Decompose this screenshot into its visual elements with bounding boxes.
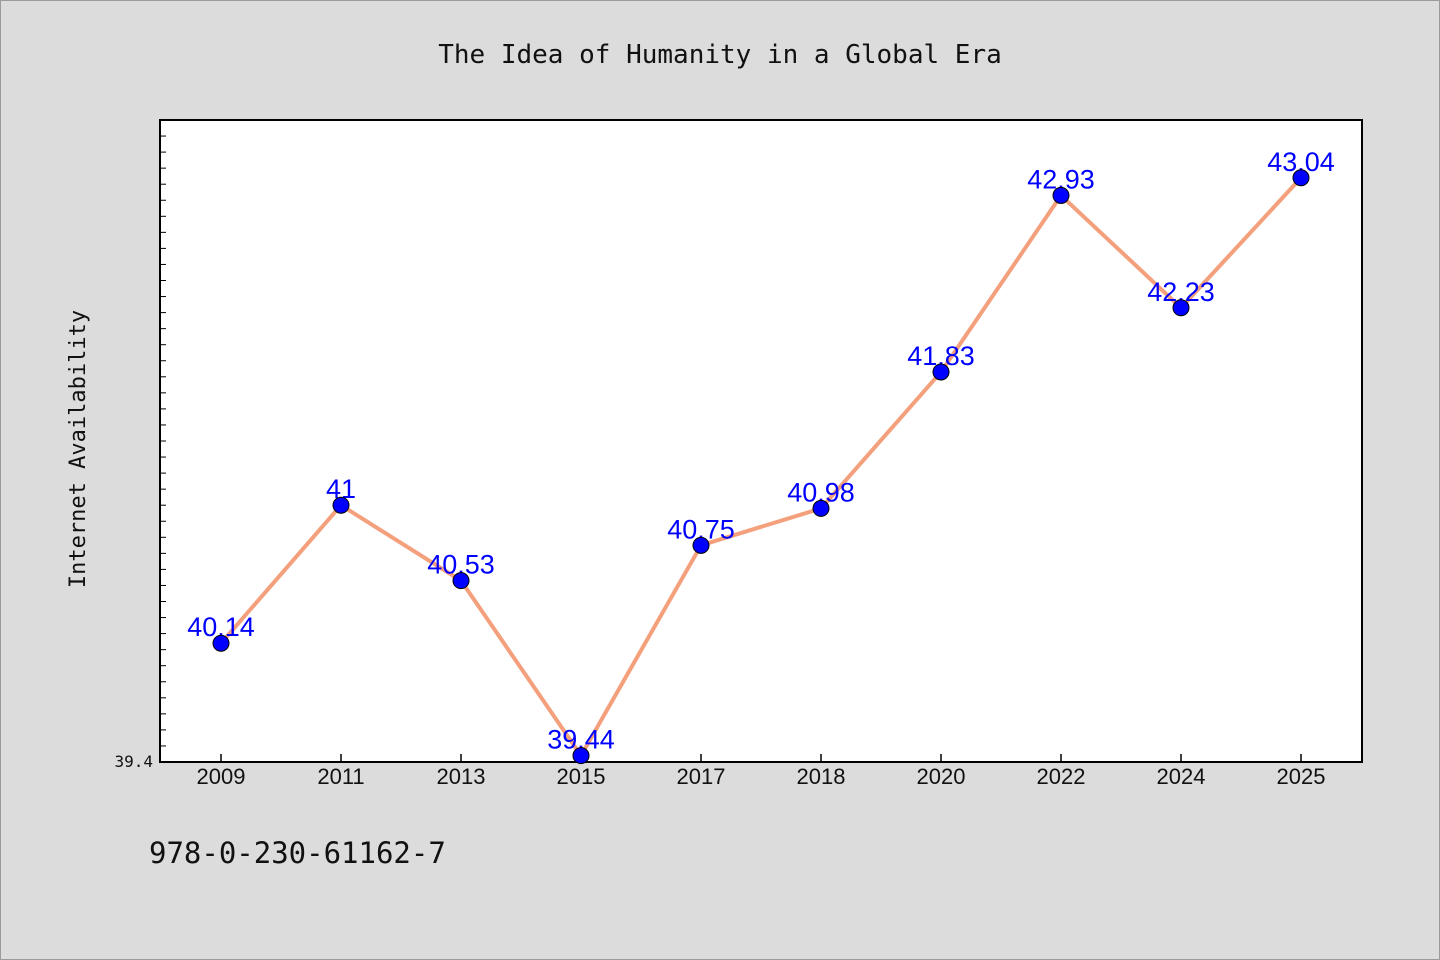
x-axis-tick-label: 2018: [797, 764, 846, 789]
data-point: [212, 634, 230, 652]
plot-area: [159, 119, 1363, 763]
x-axis-ticks: [220, 754, 1302, 762]
y-axis-label: Internet Availability: [66, 310, 91, 588]
x-axis-tick-label: 2011: [317, 764, 364, 789]
y-axis-tick-label: 39.4: [114, 752, 153, 771]
data-point: [1292, 169, 1310, 187]
x-axis-tick-label: 2009: [197, 764, 246, 789]
x-axis-tick-label: 2013: [437, 764, 486, 789]
x-axis-tick-label: 2025: [1277, 764, 1326, 789]
series-line: [219, 175, 1303, 758]
data-point: [572, 747, 590, 765]
data-point: [812, 499, 830, 517]
x-axis-tick-label: 2017: [677, 764, 726, 789]
data-points: [212, 169, 1310, 765]
x-axis-tick-label: 2022: [1037, 764, 1086, 789]
chart-title: The Idea of Humanity in a Global Era: [438, 40, 1002, 70]
data-point: [692, 536, 710, 554]
x-axis-tick-label: 2015: [557, 764, 606, 789]
data-point: [932, 363, 950, 381]
x-axis-tick-label: 2020: [917, 764, 966, 789]
y-axis-ticks: [160, 135, 166, 763]
data-point: [332, 496, 350, 514]
data-point: [1052, 186, 1070, 204]
data-point: [452, 572, 470, 590]
x-axis-tick-label: 2024: [1157, 764, 1206, 789]
data-point: [1172, 299, 1190, 317]
isbn-footer: 978-0-230-61162-7: [149, 836, 446, 870]
x-axis-tick-labels: 2009 2011 2013 2015 2017 2018 2020 2022 2024 2025: [197, 764, 1326, 789]
